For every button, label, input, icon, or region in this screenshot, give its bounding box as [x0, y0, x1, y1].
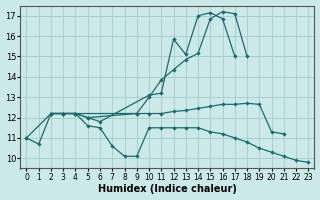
- X-axis label: Humidex (Indice chaleur): Humidex (Indice chaleur): [98, 184, 237, 194]
